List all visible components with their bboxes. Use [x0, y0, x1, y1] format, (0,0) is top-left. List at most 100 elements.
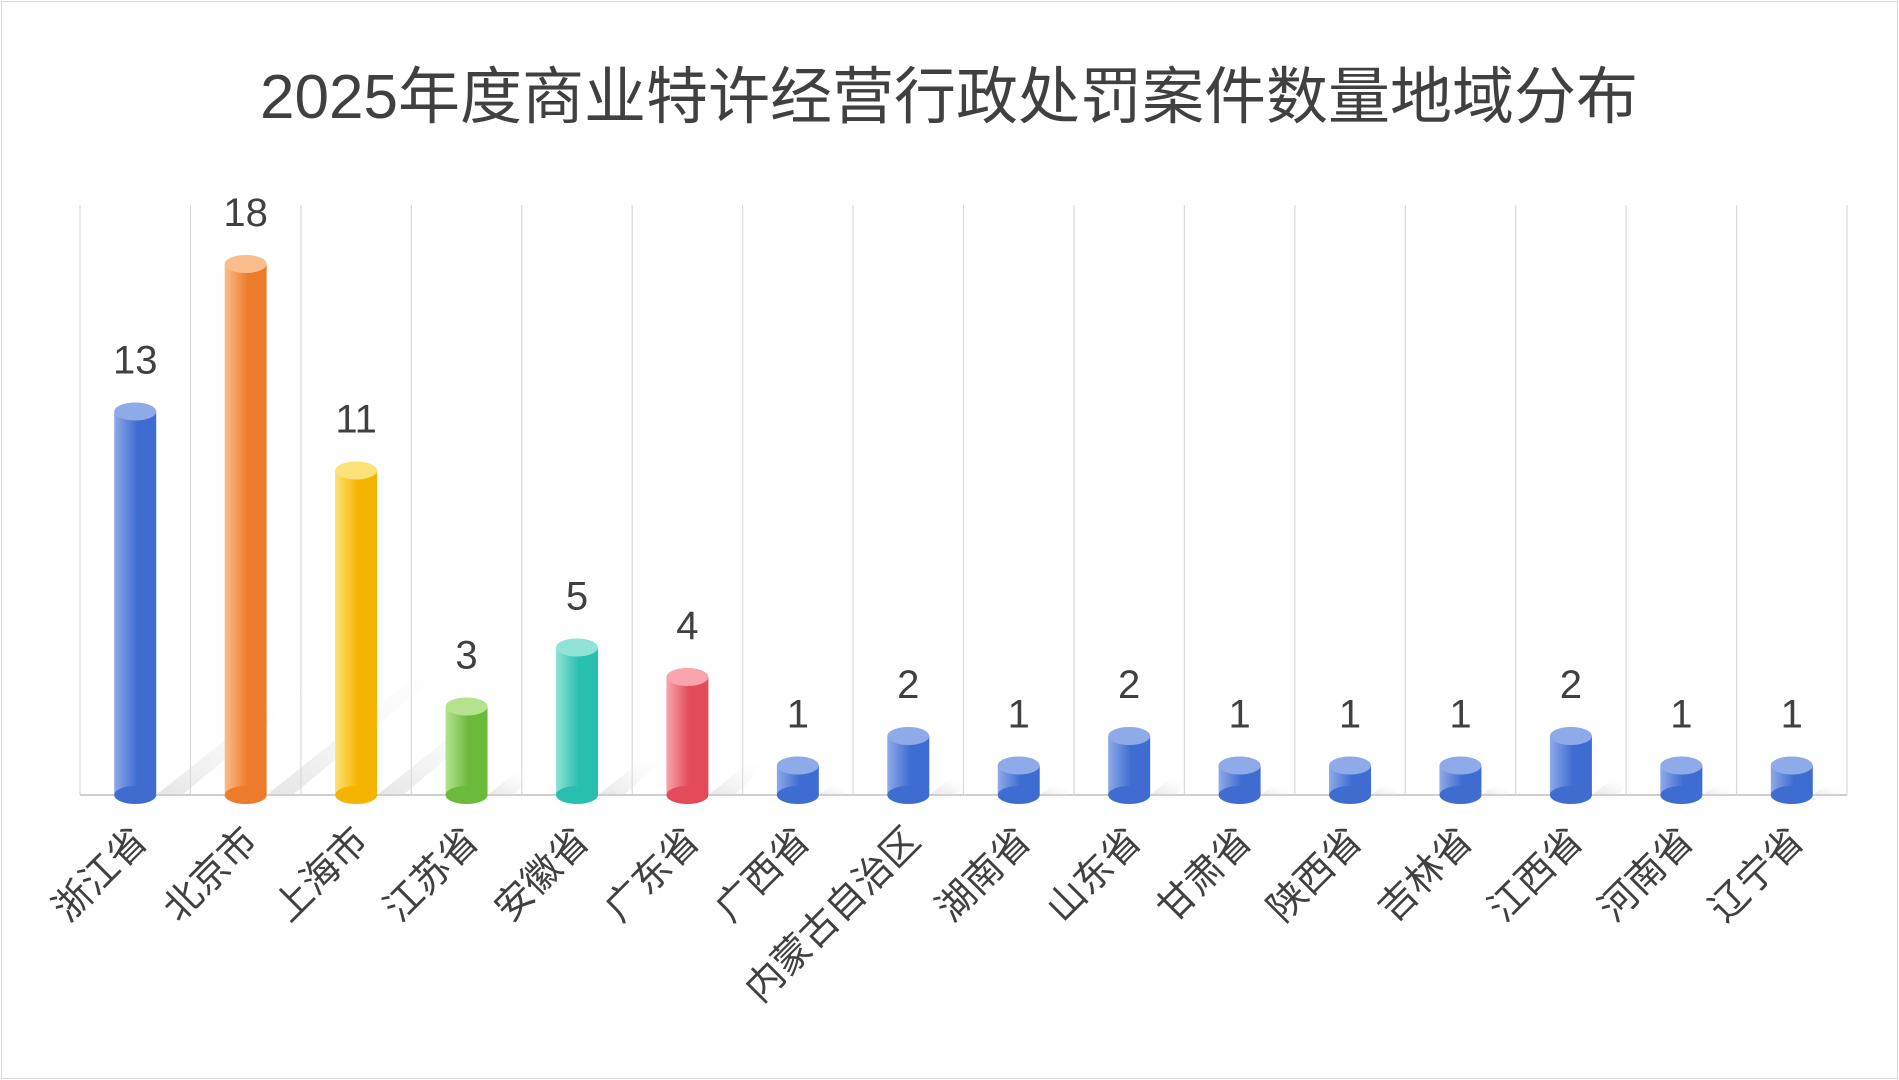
bar-cap — [1108, 727, 1151, 745]
bar-shadow — [1371, 786, 1402, 795]
bar-base — [1108, 786, 1151, 804]
value-label: 11 — [335, 398, 377, 442]
bar-shadow — [1150, 778, 1191, 795]
bar-shadow — [1260, 786, 1291, 795]
value-label: 1 — [787, 693, 809, 737]
bar-body — [445, 706, 488, 795]
category-label: 安徽省 — [486, 818, 598, 930]
bar-cap — [114, 402, 157, 421]
category-label: 河南省 — [1590, 818, 1702, 930]
bar-body — [224, 264, 267, 795]
value-label: 2 — [897, 663, 919, 707]
value-label: 4 — [676, 604, 698, 648]
value-label: 1 — [1008, 693, 1030, 737]
bar-shadow — [708, 761, 770, 795]
bar — [1770, 756, 1813, 804]
category-label: 上海市 — [265, 818, 377, 930]
bar-shadow — [597, 753, 670, 795]
bar-base — [1660, 786, 1703, 804]
bar — [1549, 727, 1592, 804]
bar-body — [1549, 736, 1592, 795]
bar — [1439, 756, 1482, 804]
category-label: 北京市 — [154, 818, 266, 930]
bar-shadow — [1039, 786, 1071, 795]
bar-base — [335, 786, 378, 804]
category-labels: 浙江省北京市上海市江苏省安徽省广东省广西省内蒙古自治区湖南省山东省甘肃省陕西省吉… — [44, 818, 1812, 1010]
category-label: 辽宁省 — [1700, 818, 1812, 930]
bar — [224, 255, 267, 804]
bar-base — [1770, 786, 1813, 804]
category-label: 江西省 — [1480, 818, 1592, 930]
bar — [1329, 756, 1372, 804]
bar-cap — [887, 727, 930, 745]
bar-cap — [555, 638, 598, 657]
bar-base — [887, 786, 930, 804]
bar-base — [997, 786, 1040, 804]
bar-base — [1329, 786, 1372, 804]
bar — [445, 697, 488, 804]
bar-body — [666, 677, 709, 795]
bar-body — [335, 470, 378, 795]
bar — [776, 756, 819, 804]
bar — [997, 756, 1040, 804]
bar-cap — [445, 697, 488, 716]
bar-shadow — [1812, 786, 1844, 795]
chart-title: 2025年度商业特许经营行政处罚案件数量地域分布 — [260, 63, 1638, 132]
category-label: 湖南省 — [927, 818, 1039, 930]
bar-cap — [776, 756, 819, 775]
bar — [1218, 756, 1261, 804]
bar — [666, 668, 709, 804]
bar-shadow — [929, 778, 970, 795]
bar-cap — [1770, 756, 1813, 775]
bar — [1660, 756, 1703, 804]
value-label: 5 — [566, 575, 588, 619]
bar — [335, 461, 378, 804]
value-label: 1 — [1228, 693, 1250, 737]
category-label: 广东省 — [596, 818, 708, 930]
bar-base — [1218, 786, 1261, 804]
value-label: 3 — [455, 634, 477, 678]
category-label: 江苏省 — [375, 818, 487, 930]
value-label: 1 — [1781, 693, 1803, 737]
bar-base — [445, 786, 488, 804]
bar-shadow — [1481, 786, 1512, 795]
value-label: 1 — [1670, 693, 1692, 737]
bar-body — [1108, 736, 1151, 795]
value-label: 1 — [1449, 693, 1471, 737]
bar-shadow — [818, 786, 850, 795]
bar — [1108, 727, 1151, 804]
bar-base — [224, 786, 267, 804]
bar-base — [1439, 786, 1482, 804]
bar-base — [1549, 786, 1592, 804]
bar-cap — [1329, 756, 1372, 775]
bar-shadow — [1702, 786, 1733, 795]
bar-base — [114, 786, 157, 804]
bar-cap — [335, 461, 378, 480]
bar-shadow — [1591, 778, 1633, 795]
bars — [114, 255, 1844, 804]
bar-cap — [1218, 756, 1261, 775]
bar — [555, 638, 598, 804]
category-label: 山东省 — [1038, 818, 1150, 930]
bar — [887, 727, 930, 804]
category-label: 陕西省 — [1259, 818, 1371, 930]
value-label: 2 — [1560, 663, 1582, 707]
bar-base — [666, 786, 709, 804]
bar-body — [114, 411, 157, 795]
bar-cap — [666, 668, 709, 686]
bar-base — [776, 786, 819, 804]
value-label: 2 — [1118, 663, 1140, 707]
bar-body — [555, 647, 598, 795]
bar-body — [887, 736, 930, 795]
category-label: 甘肃省 — [1148, 818, 1260, 930]
bar — [114, 402, 157, 804]
value-label: 1 — [1339, 693, 1361, 737]
bar-cap — [224, 255, 267, 273]
bar-shadow — [377, 704, 511, 795]
bar-cap — [1660, 756, 1703, 775]
bar-base — [555, 786, 598, 804]
bar-cap — [1439, 756, 1482, 775]
